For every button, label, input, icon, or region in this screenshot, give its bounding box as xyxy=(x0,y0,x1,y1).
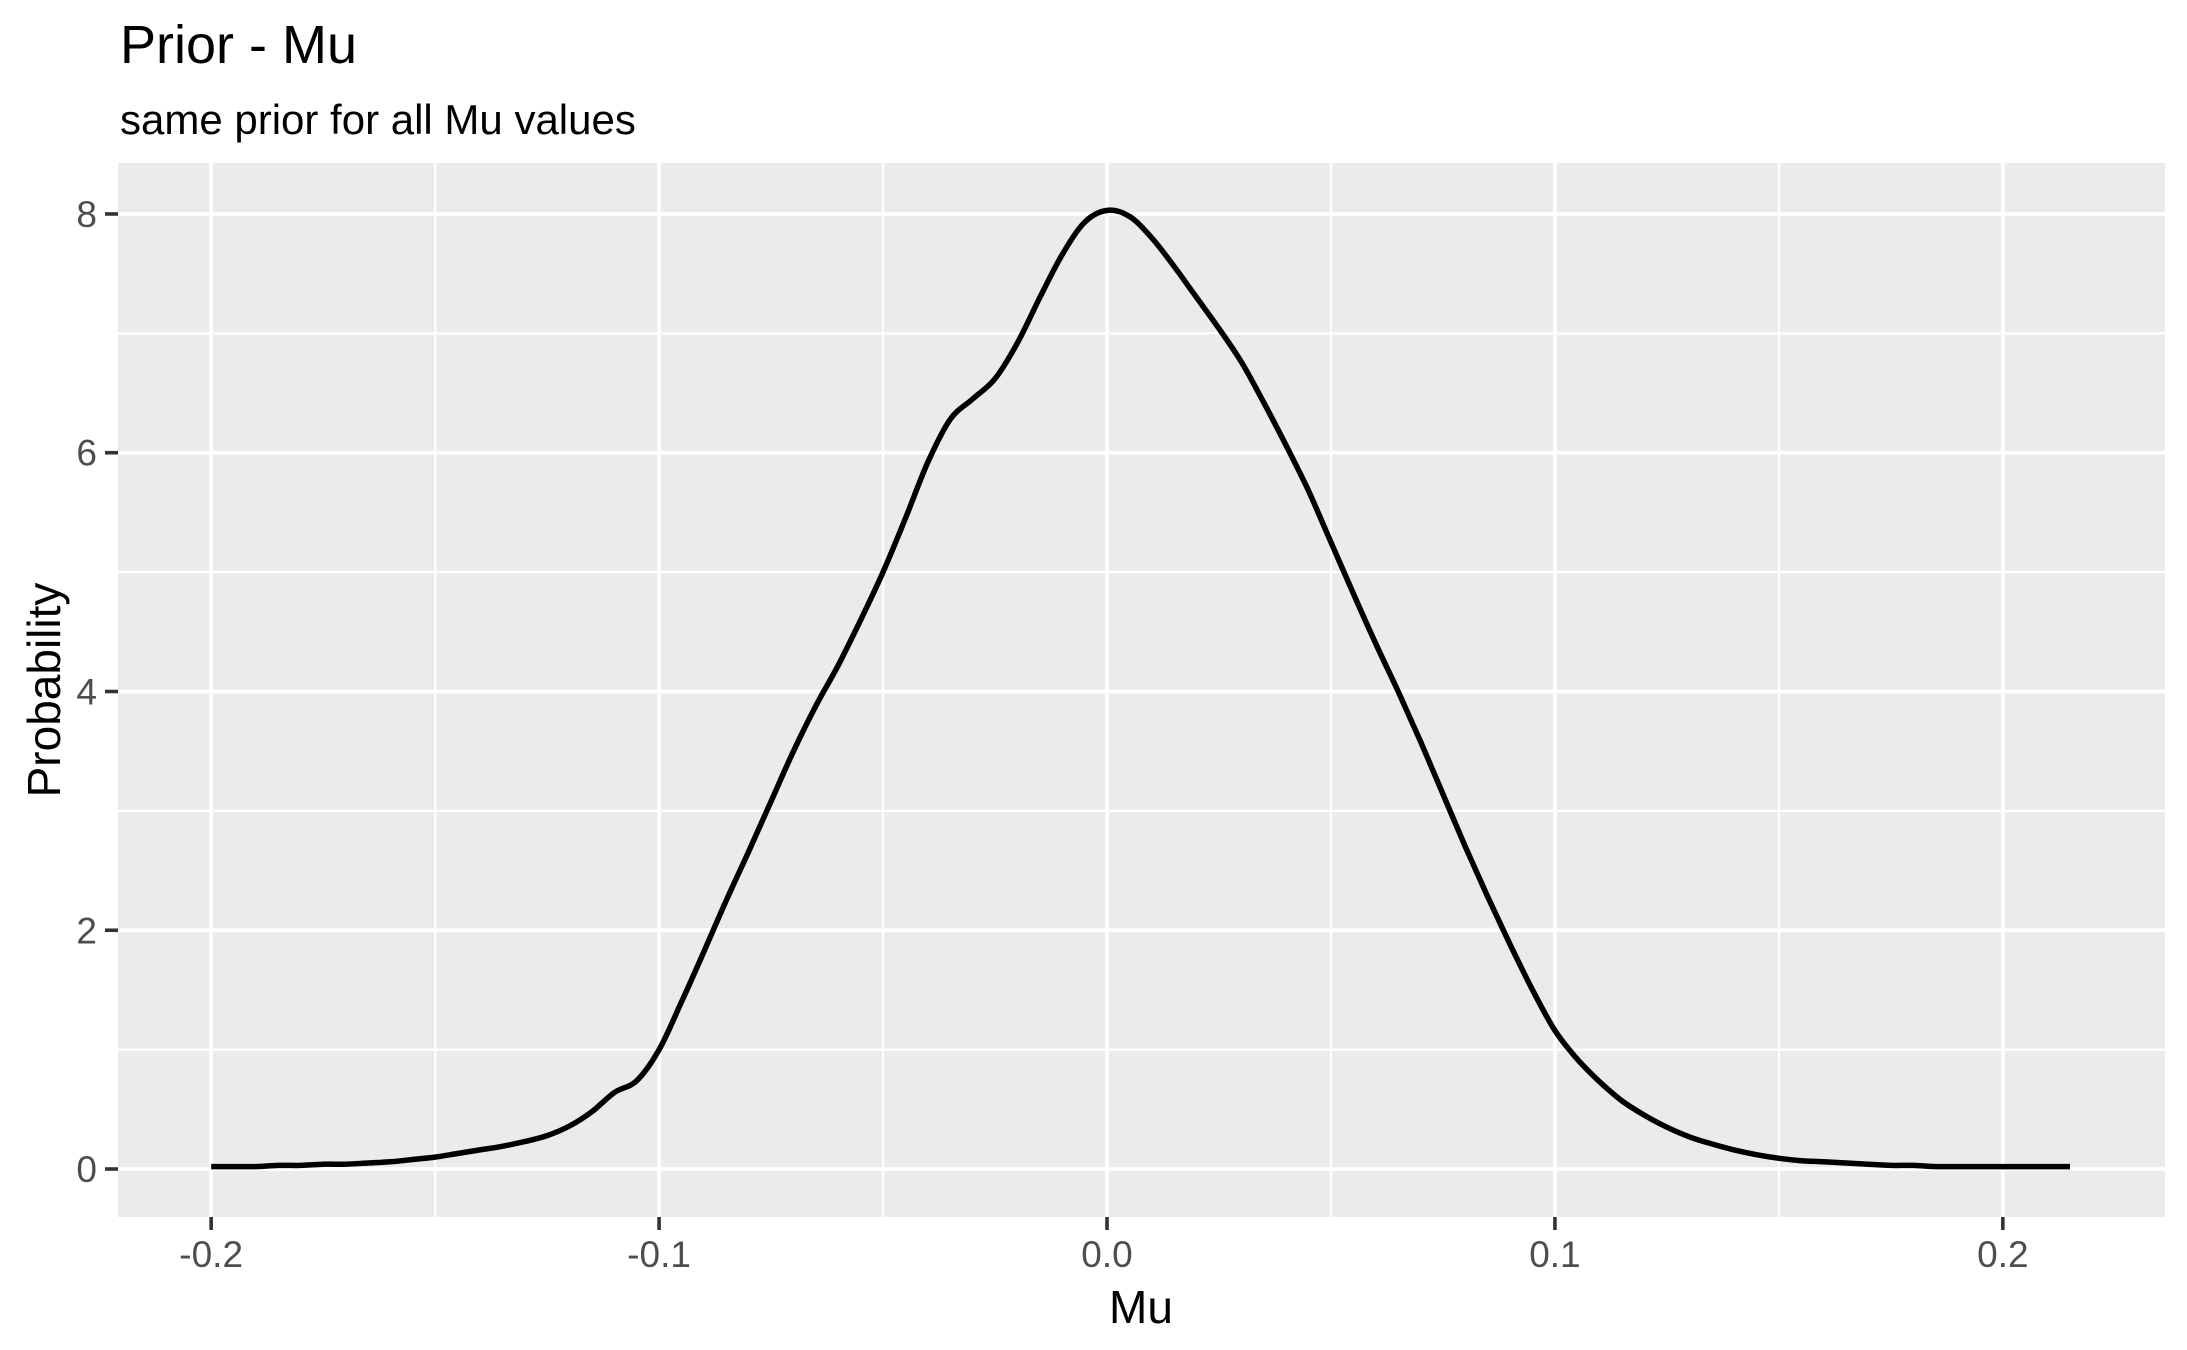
y-tick-label: 6 xyxy=(76,433,97,474)
chart-title: Prior - Mu xyxy=(120,15,358,75)
x-tick-label: -0.2 xyxy=(179,1234,243,1275)
x-tick-label: 0.2 xyxy=(1977,1234,2028,1275)
x-axis-title: Mu xyxy=(1109,1281,1173,1333)
chart-subtitle: same prior for all Mu values xyxy=(120,96,636,143)
prior-density-curve xyxy=(211,207,2070,1170)
x-tick-label: 0.0 xyxy=(1081,1234,1132,1275)
y-tick-label: 8 xyxy=(76,194,97,235)
y-tick-label: 0 xyxy=(76,1149,97,1190)
y-tick-label: 2 xyxy=(76,910,97,951)
x-tick-label: -0.1 xyxy=(627,1234,691,1275)
x-tick-label: 0.1 xyxy=(1529,1234,1580,1275)
y-tick-label: 4 xyxy=(76,671,97,712)
